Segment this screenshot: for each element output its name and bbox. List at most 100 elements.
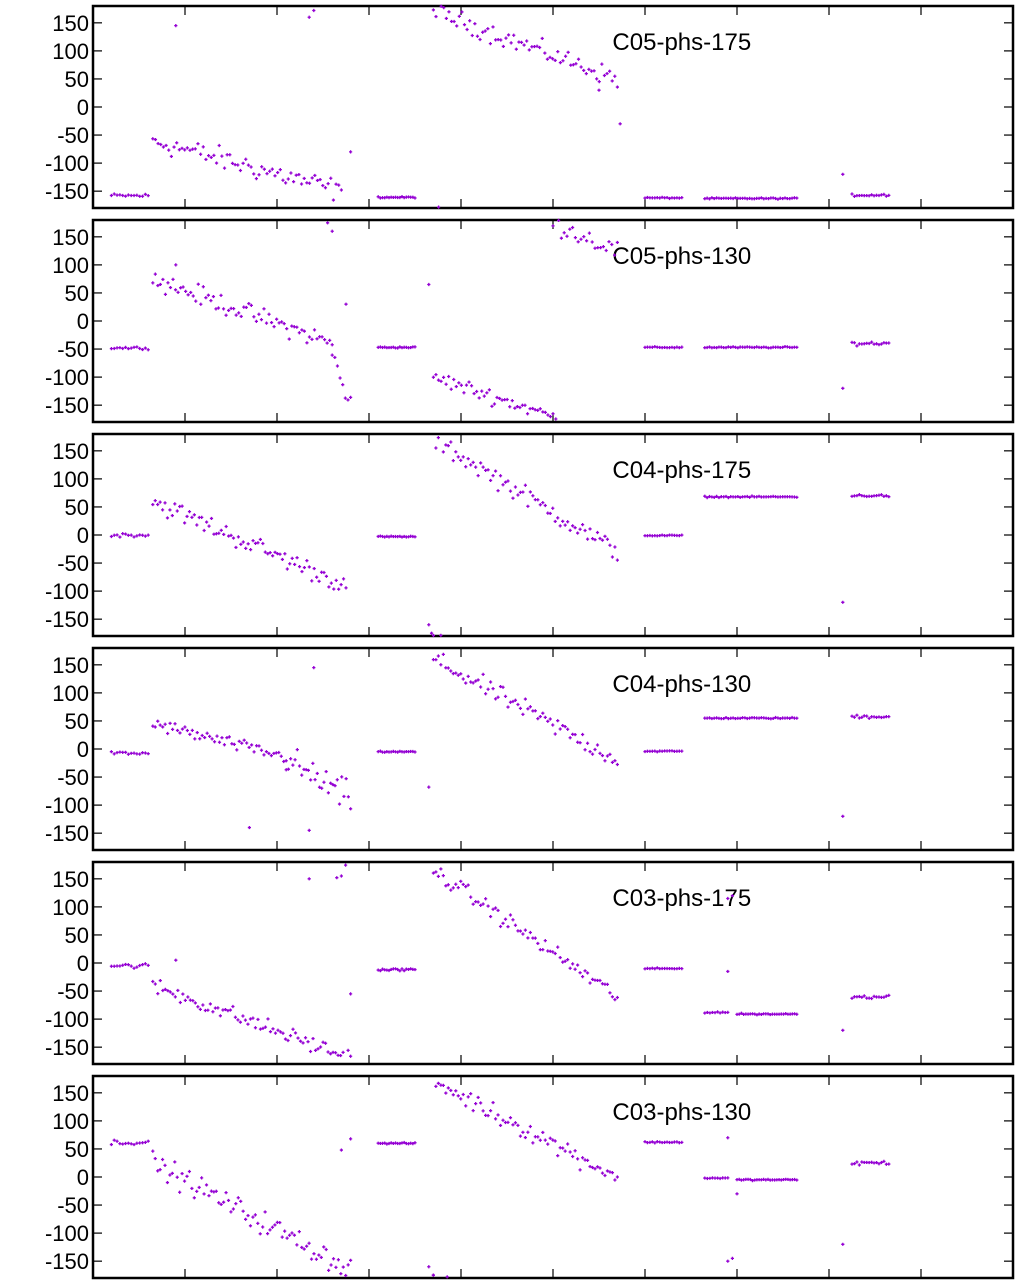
data-point [441, 450, 445, 454]
data-point [140, 194, 145, 198]
data-point [613, 74, 617, 78]
data-point [737, 1177, 741, 1181]
data-point [884, 994, 888, 998]
data-point [262, 167, 266, 171]
data-point [287, 1233, 292, 1237]
data-point [315, 337, 319, 341]
data-point [336, 1258, 340, 1262]
data-point [118, 535, 122, 539]
data-point [329, 781, 333, 785]
data-point [344, 777, 348, 781]
data-point [476, 1095, 480, 1100]
data-point [579, 237, 583, 241]
data-point [151, 979, 155, 984]
data-point [538, 1138, 542, 1142]
data-point [126, 963, 130, 967]
data-point [504, 36, 508, 40]
data-point [573, 732, 577, 737]
data-point [766, 1012, 770, 1016]
data-point [464, 465, 468, 469]
data-point [707, 197, 712, 201]
data-point [595, 77, 599, 81]
data-point [488, 914, 493, 919]
data-point [841, 172, 845, 176]
data-point [254, 177, 258, 181]
data-point [156, 283, 160, 288]
data-point [411, 1142, 415, 1146]
data-point [174, 263, 178, 267]
data-point [121, 750, 125, 754]
data-point [190, 1186, 194, 1191]
data-point [227, 735, 231, 739]
panel-frame [91, 646, 1015, 852]
data-point [245, 741, 249, 745]
data-point [244, 305, 248, 310]
data-point [333, 1051, 338, 1055]
data-point [161, 277, 165, 282]
data-point [511, 699, 515, 704]
data-point [281, 178, 285, 182]
data-point [326, 221, 330, 225]
data-point [313, 173, 317, 178]
panel-1: -150 -100 -50 0 50 100 150 C05-phs-175 [45, 4, 1015, 210]
data-point [610, 1171, 615, 1175]
data-point [598, 536, 602, 541]
data-point [177, 148, 181, 152]
y-tick-label: -100 [45, 1007, 89, 1032]
data-point [887, 993, 891, 997]
data-point [556, 516, 560, 520]
data-point [454, 1089, 458, 1093]
data-point [726, 496, 730, 500]
data-point [514, 47, 518, 51]
data-point [258, 537, 263, 542]
data-point [305, 559, 309, 563]
data-point [212, 153, 216, 157]
data-point [295, 325, 299, 329]
data-point [506, 1120, 510, 1124]
data-point [334, 578, 338, 582]
data-point [449, 888, 453, 892]
data-point [573, 967, 577, 971]
data-point [249, 303, 253, 307]
data-point [196, 142, 200, 146]
data-point [167, 148, 171, 152]
data-point [335, 364, 340, 368]
data-point [605, 537, 610, 541]
data-point [608, 543, 612, 547]
data-point [474, 679, 478, 683]
data-point [266, 552, 270, 556]
data-point [461, 455, 465, 459]
data-point [257, 744, 261, 748]
data-point [413, 1141, 417, 1145]
data-point [115, 346, 119, 350]
data-point [523, 403, 527, 407]
data-point [593, 747, 597, 752]
data-point [190, 515, 194, 520]
data-point [202, 1192, 206, 1196]
data-point [235, 748, 239, 752]
data-point [558, 61, 562, 65]
data-point [618, 122, 622, 126]
data-point [237, 739, 241, 743]
data-point [132, 1142, 136, 1147]
data-point [488, 1109, 493, 1113]
data-point [714, 494, 719, 498]
data-point [163, 722, 167, 726]
data-point [558, 727, 562, 731]
data-point [559, 236, 563, 240]
data-point [246, 1022, 250, 1026]
data-point [173, 1160, 177, 1164]
data-point [222, 532, 226, 537]
data-point [474, 1102, 478, 1106]
data-point [195, 523, 199, 527]
data-point [239, 314, 243, 319]
data-point [228, 1008, 233, 1012]
data-point [563, 1149, 567, 1153]
data-point [508, 913, 513, 917]
data-point [454, 384, 458, 389]
data-point [568, 966, 572, 970]
data-point [156, 141, 160, 146]
data-point [168, 990, 172, 994]
data-point [580, 732, 585, 737]
data-point [543, 410, 547, 414]
